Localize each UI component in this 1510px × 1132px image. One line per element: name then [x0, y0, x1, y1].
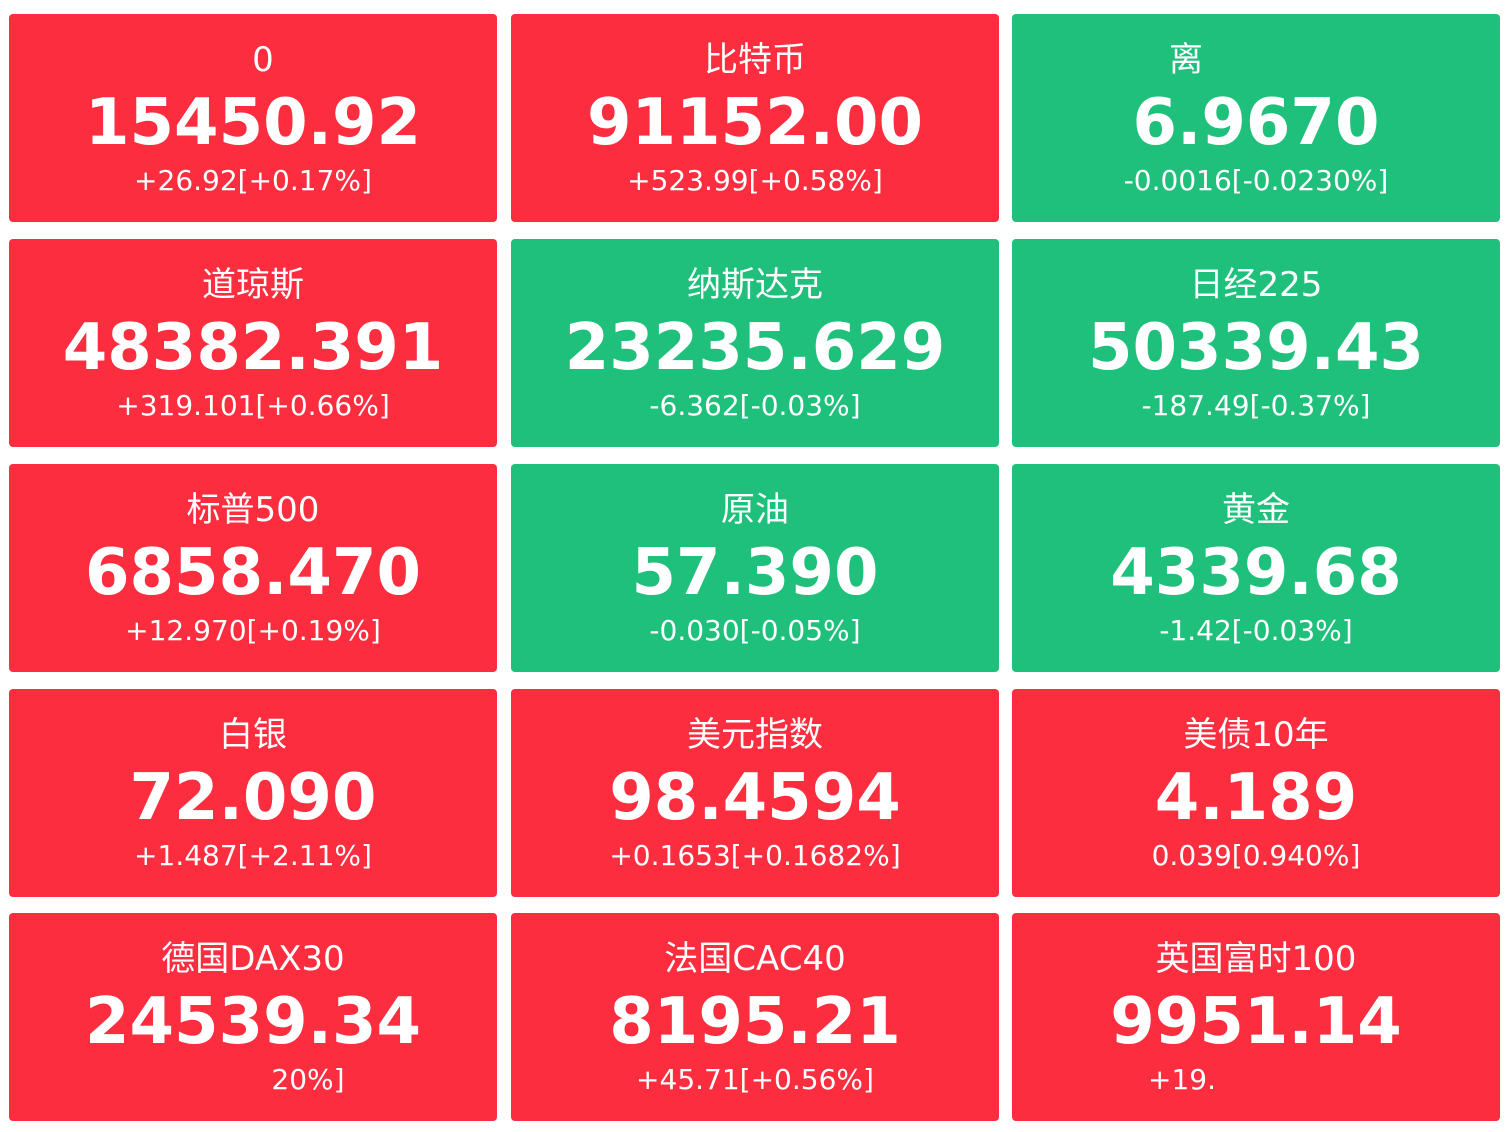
quote-name: 离: [1169, 40, 1203, 80]
quote-price: 48382.391: [62, 311, 444, 385]
quote-change: +1.487[+2.11%]: [134, 839, 372, 872]
quote-change: +26.92[+0.17%]: [134, 164, 372, 197]
quote-change: -1.42[-0.03%]: [1159, 614, 1353, 647]
quote-name: 比特币: [704, 40, 806, 80]
quote-price: 6.9670: [1132, 86, 1380, 160]
quote-change: +19.: [1148, 1063, 1216, 1096]
quote-tile-offshore-cny[interactable]: 离 6.9670 -0.0016[-0.0230%]: [1012, 14, 1500, 222]
quote-name: 白银: [219, 715, 287, 755]
quote-name: 美债10年: [1183, 715, 1329, 755]
quote-tile-dow-jones[interactable]: 道琼斯 48382.391 +319.101[+0.66%]: [9, 239, 497, 447]
quote-tile-silver[interactable]: 白银 72.090 +1.487[+2.11%]: [9, 689, 497, 897]
quote-tile-ftse100[interactable]: 英国富时100 9951.14 +19.: [1012, 913, 1500, 1121]
quote-change: 0.039[0.940%]: [1151, 839, 1361, 872]
quote-change: -187.49[-0.37%]: [1141, 389, 1371, 422]
quote-price: 98.4594: [609, 761, 901, 835]
quote-change: +12.970[+0.19%]: [125, 614, 381, 647]
quote-price: 91152.00: [586, 86, 924, 160]
quote-tile-crude-oil[interactable]: 原油 57.390 -0.030[-0.05%]: [511, 464, 999, 672]
quote-name: 黄金: [1222, 490, 1290, 530]
quote-name: 英国富时100: [1155, 939, 1357, 979]
quote-tile-gold[interactable]: 黄金 4339.68 -1.42[-0.03%]: [1012, 464, 1500, 672]
quote-change: +45.71[+0.56%]: [636, 1063, 874, 1096]
quote-tile-sp500[interactable]: 标普500 6858.470 +12.970[+0.19%]: [9, 464, 497, 672]
quote-change: +319.101[+0.66%]: [116, 389, 390, 422]
quote-price: 24539.34: [84, 985, 422, 1059]
quote-price: 57.390: [631, 536, 879, 610]
quote-tile-index-0[interactable]: 0 15450.92 +26.92[+0.17%]: [9, 14, 497, 222]
quote-change: +0.1653[+0.1682%]: [609, 839, 901, 872]
quote-name: 纳斯达克: [687, 265, 823, 305]
quote-change: +523.99[+0.58%]: [627, 164, 883, 197]
quote-tile-dax30[interactable]: 德国DAX30 24539.34 20%]: [9, 913, 497, 1121]
quote-price: 50339.43: [1087, 311, 1425, 385]
quote-price: 15450.92: [84, 86, 422, 160]
quote-tile-nikkei225[interactable]: 日经225 50339.43 -187.49[-0.37%]: [1012, 239, 1500, 447]
quote-change: -0.030[-0.05%]: [649, 614, 861, 647]
quote-tile-dollar-index[interactable]: 美元指数 98.4594 +0.1653[+0.1682%]: [511, 689, 999, 897]
quote-name: 法国CAC40: [664, 939, 846, 979]
quote-name: 标普500: [186, 490, 320, 530]
quote-name: 日经225: [1189, 265, 1323, 305]
quote-tile-us-10y-treasury[interactable]: 美债10年 4.189 0.039[0.940%]: [1012, 689, 1500, 897]
quote-name: 美元指数: [687, 715, 823, 755]
quote-name: 0: [252, 40, 274, 80]
quote-change: 20%]: [271, 1063, 345, 1096]
quote-tile-nasdaq[interactable]: 纳斯达克 23235.629 -6.362[-0.03%]: [511, 239, 999, 447]
quote-price: 6858.470: [84, 536, 422, 610]
quote-name: 道琼斯: [202, 265, 304, 305]
quote-tile-cac40[interactable]: 法国CAC40 8195.21 +45.71[+0.56%]: [511, 913, 999, 1121]
quote-change: -6.362[-0.03%]: [649, 389, 861, 422]
quote-price: 72.090: [129, 761, 377, 835]
quote-change: -0.0016[-0.0230%]: [1123, 164, 1389, 197]
quote-price: 9951.14: [1110, 985, 1402, 1059]
quote-price: 23235.629: [564, 311, 946, 385]
quote-name: 德国DAX30: [161, 939, 345, 979]
quote-name: 原油: [721, 490, 789, 530]
quote-tile-bitcoin[interactable]: 比特币 91152.00 +523.99[+0.58%]: [511, 14, 999, 222]
quote-price: 4.189: [1154, 761, 1358, 835]
quote-price: 4339.68: [1110, 536, 1402, 610]
quote-price: 8195.21: [609, 985, 901, 1059]
